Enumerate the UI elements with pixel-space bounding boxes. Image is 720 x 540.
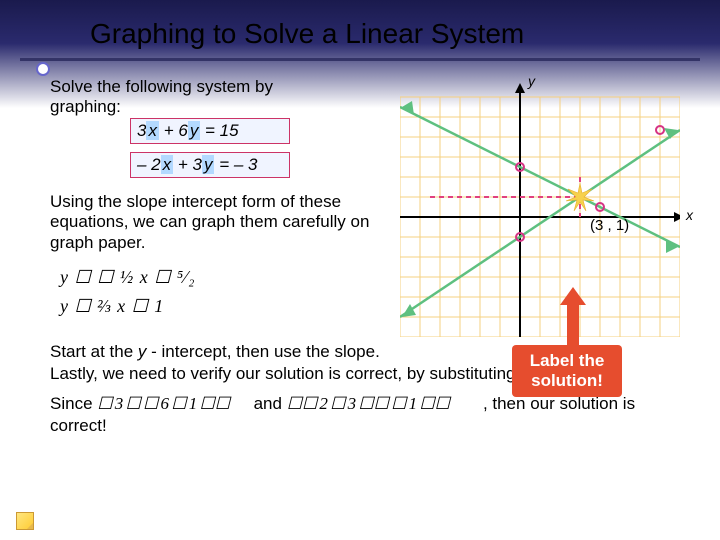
slope-intercept-formulas: y ☐ ☐ ½ x ☐ ⁵⁄₂ y ☐ ⅔ x ☐ 1 [50, 263, 380, 321]
eq2-y: y [202, 155, 215, 174]
coordinate-graph: y x (3 , 1) [400, 77, 680, 337]
narrative-text: Using the slope intercept form of these … [50, 192, 380, 253]
eq1-post: = 15 [200, 121, 238, 140]
and-label: and [254, 394, 282, 413]
slope-form-2: y ☐ ⅔ x ☐ 1 [60, 296, 164, 316]
substitution-2: ☐☐ 2 ☐ 3 ☐☐ ☐ 1 ☐☐ [287, 394, 450, 413]
bt-2a: Lastly, we need to verify our solution i… [50, 364, 520, 383]
sticky-note-icon [16, 512, 34, 530]
eq1-x: x [146, 121, 159, 140]
callout-arrow-icon [560, 287, 586, 347]
prompt-text: Solve the following system by graphing: [50, 77, 380, 118]
eq2-pre: – 2 [137, 155, 161, 174]
slide-title: Graphing to Solve a Linear System [90, 18, 720, 50]
eq2-post: = – 3 [214, 155, 257, 174]
x-axis-label: x [686, 207, 693, 223]
equation-1: 3x + 6y = 15 [130, 118, 290, 144]
since-label: Since [50, 394, 93, 413]
intersection-star-icon [566, 183, 594, 211]
intersection-label: (3 , 1) [590, 217, 629, 234]
callout-line1: Label the [530, 351, 605, 370]
eq2-mid: + 3 [173, 155, 202, 174]
prompt-line2: graphing: [50, 97, 121, 116]
equation-2: – 2x + 3y = – 3 [130, 152, 290, 178]
y-axis-label: y [528, 73, 535, 89]
graph-svg [400, 77, 680, 337]
bt-1b: - intercept, then use the slope. [146, 342, 379, 361]
bt-1a: Start at the [50, 342, 138, 361]
eq2-x: x [161, 155, 174, 174]
substitution-1: ☐ 3 ☐ ☐ 6 ☐ 1 ☐☐ [97, 394, 230, 413]
eq1-y: y [188, 121, 201, 140]
slope-form-1: y ☐ ☐ ½ x ☐ ⁵⁄₂ [60, 267, 195, 287]
callout-line2: solution! [531, 371, 603, 390]
prompt-line1: Solve the following system by [50, 77, 273, 96]
label-solution-callout: Label the solution! [512, 345, 622, 397]
eq1-mid: + 6 [159, 121, 188, 140]
